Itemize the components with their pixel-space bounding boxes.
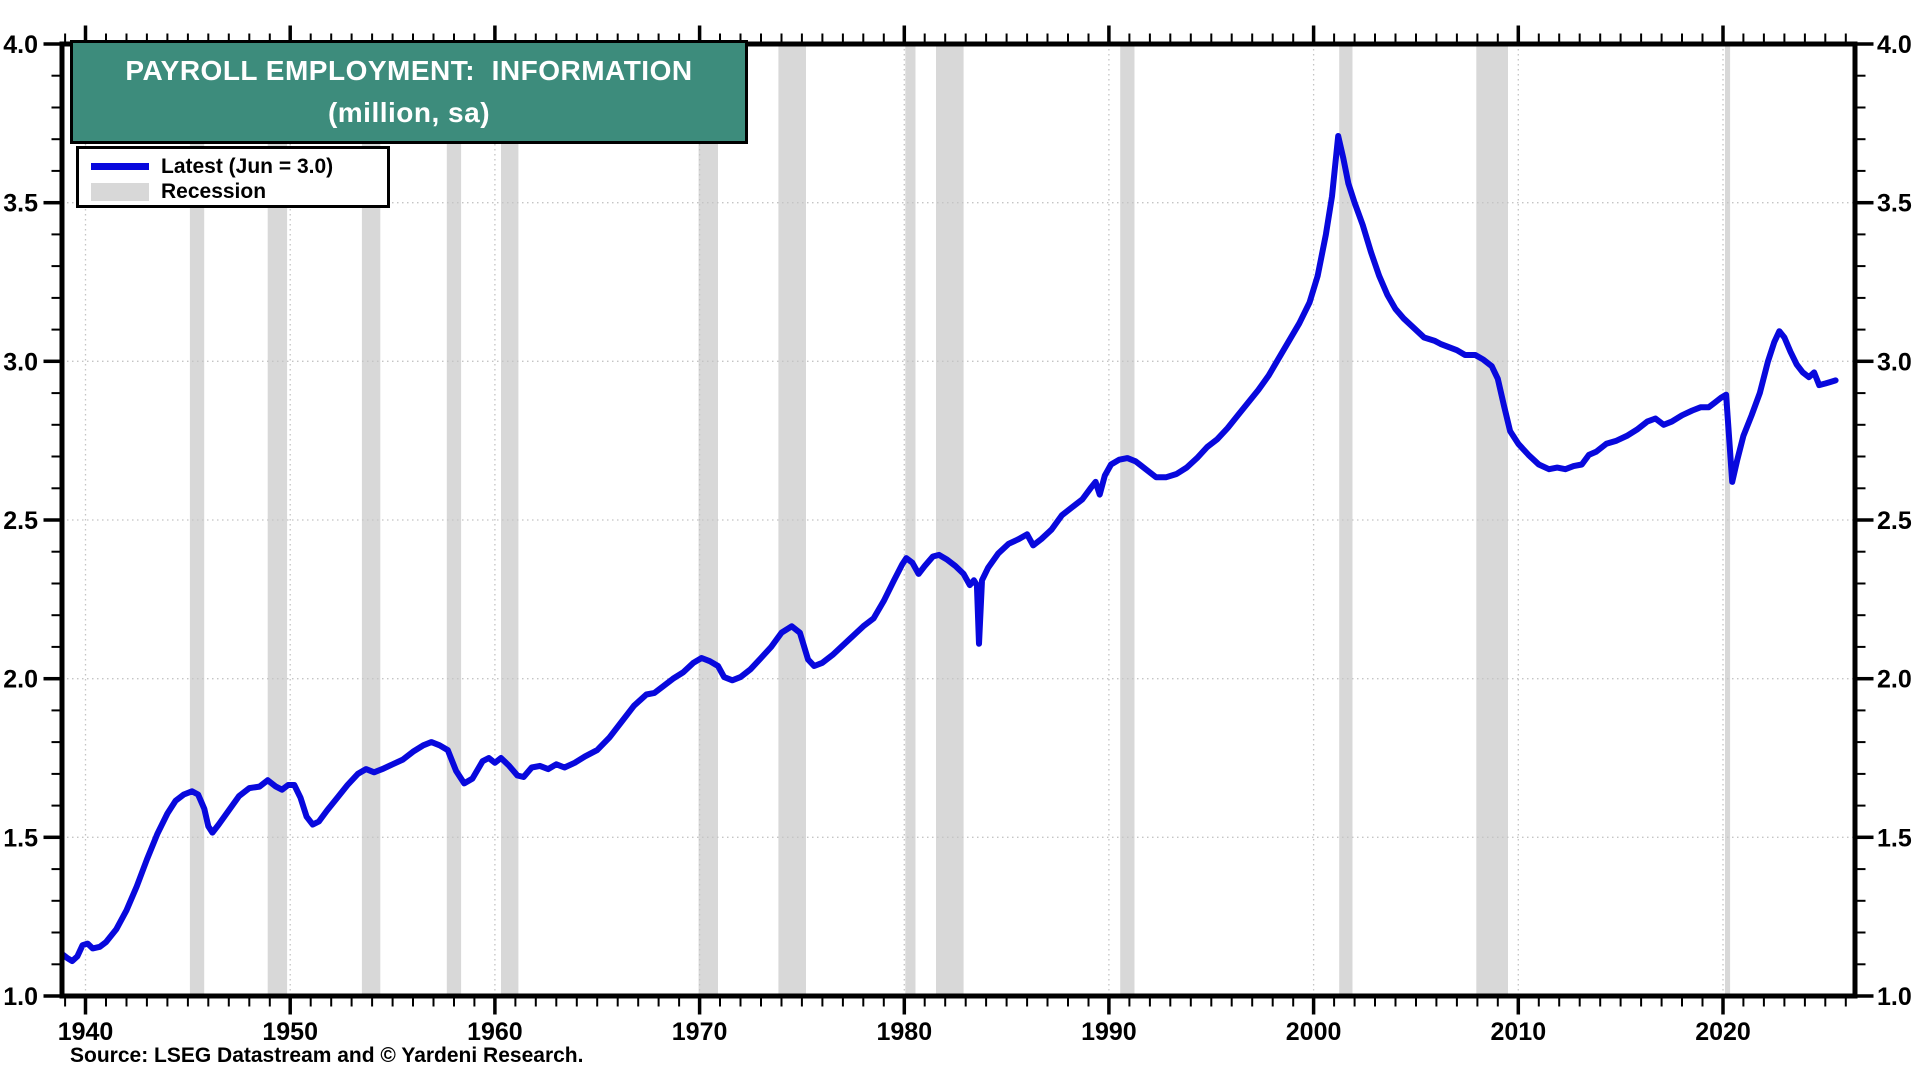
y-tick-label-left: 1.0 [3, 983, 38, 1011]
plot-frame [59, 41, 1858, 999]
x-tick-label: 1960 [467, 1018, 523, 1046]
y-tick-label-left: 4.0 [3, 31, 38, 59]
y-tick-label-right: 4.0 [1877, 31, 1912, 59]
latest-line-swatch [91, 163, 149, 170]
y-tick-label-right: 3.0 [1877, 348, 1912, 376]
source-note: Source: LSEG Datastream and © Yardeni Re… [70, 1044, 584, 1067]
recession-band [361, 44, 381, 996]
y-tick-label-right: 1.0 [1877, 983, 1912, 1011]
legend-latest-label: Latest (Jun = 3.0) [161, 154, 334, 178]
recession-band [905, 44, 916, 996]
x-tick-label: 2010 [1490, 1018, 1546, 1046]
x-tick-label: 1980 [876, 1018, 932, 1046]
legend-recession-label: Recession [161, 179, 267, 203]
legend-item-latest: Latest (Jun = 3.0) [91, 154, 387, 179]
chart-title-box: PAYROLL EMPLOYMENT: INFORMATION (million… [70, 40, 748, 144]
y-tick-label-right: 3.5 [1877, 190, 1912, 218]
recession-band-swatch [91, 182, 149, 201]
legend: Latest (Jun = 3.0) Recession [76, 146, 390, 208]
chart-subtitle: (million, sa) [327, 97, 491, 128]
chart-title: PAYROLL EMPLOYMENT: INFORMATION [125, 55, 693, 86]
recession-band [501, 44, 519, 996]
recession-band [446, 44, 462, 996]
y-tick-label-left: 3.0 [3, 348, 38, 376]
y-tick-label-right: 2.0 [1877, 666, 1912, 694]
x-tick-label: 1940 [58, 1018, 114, 1046]
y-tick-label-left: 2.0 [3, 666, 38, 694]
y-tick-label-right: 1.5 [1877, 824, 1912, 852]
x-tick-label: 2020 [1695, 1018, 1751, 1046]
x-tick-label: 1970 [672, 1018, 728, 1046]
employment-line [60, 133, 1839, 965]
y-tick-label-right: 2.5 [1877, 507, 1912, 535]
x-tick-label: 1950 [262, 1018, 318, 1046]
legend-item-recession: Recession [91, 179, 387, 204]
recession-band [936, 44, 964, 996]
y-tick-label-left: 2.5 [3, 507, 38, 535]
recession-band [1339, 44, 1353, 996]
y-tick-label-left: 3.5 [3, 190, 38, 218]
x-tick-label: 1990 [1081, 1018, 1137, 1046]
x-tick-label: 2000 [1286, 1018, 1342, 1046]
y-tick-label-left: 1.5 [3, 824, 38, 852]
